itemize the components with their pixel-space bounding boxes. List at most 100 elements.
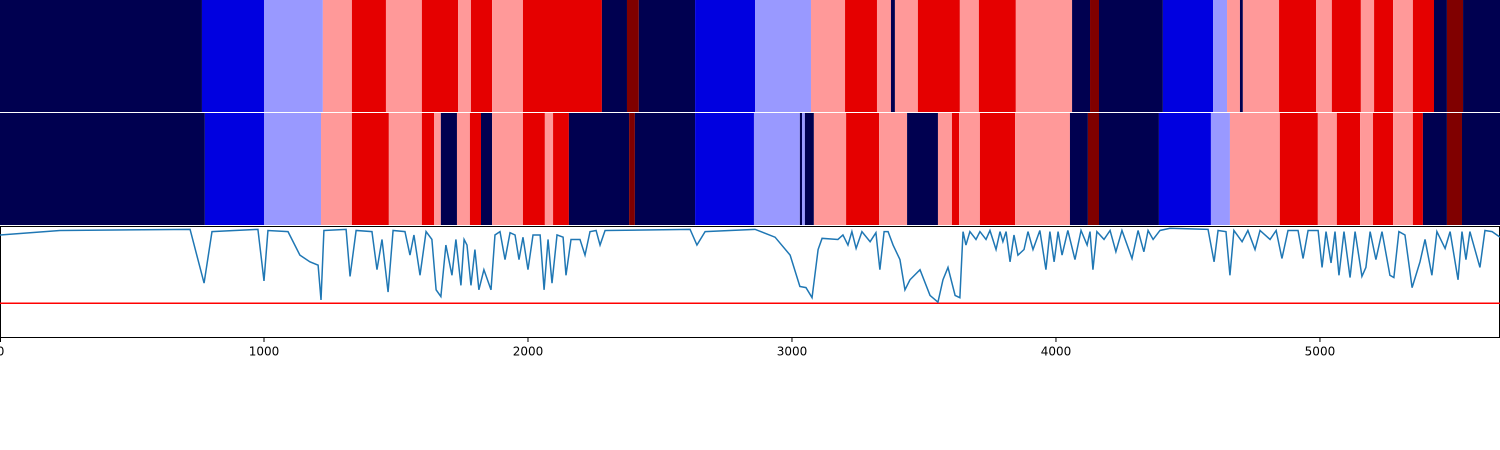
x-tick-label: 0 — [0, 345, 4, 359]
segment — [979, 113, 1016, 225]
segment — [1087, 113, 1099, 225]
segment — [1360, 0, 1375, 112]
segment — [1461, 113, 1500, 225]
segment — [810, 0, 846, 112]
x-tick-label: 4000 — [1041, 345, 1072, 359]
segment — [629, 113, 635, 225]
segment — [522, 113, 545, 225]
segment — [421, 113, 435, 225]
segment — [322, 0, 352, 112]
segment — [1098, 0, 1163, 112]
segment — [1015, 0, 1073, 112]
segment — [263, 113, 322, 225]
segment — [1315, 0, 1332, 112]
x-tick-label: 3000 — [777, 345, 808, 359]
segment — [469, 113, 481, 225]
segment — [804, 113, 814, 225]
segment — [755, 0, 811, 112]
segment — [263, 0, 323, 112]
segment — [492, 0, 523, 112]
segment — [321, 113, 352, 225]
segment — [0, 113, 205, 225]
segment — [1279, 0, 1316, 112]
segment — [1374, 0, 1394, 112]
segment — [1279, 113, 1318, 225]
x-tick-label: 1000 — [249, 345, 280, 359]
segment — [1412, 113, 1423, 225]
segment — [544, 113, 554, 225]
segment — [1434, 0, 1447, 112]
segment — [959, 0, 979, 112]
segment — [753, 113, 800, 225]
segment — [421, 0, 459, 112]
segment — [553, 113, 569, 225]
segment — [802, 113, 805, 225]
segment — [1213, 0, 1228, 112]
segment — [1463, 0, 1500, 112]
segment — [385, 0, 422, 112]
segment — [907, 113, 938, 225]
segment — [470, 0, 493, 112]
segment — [951, 113, 960, 225]
segment — [813, 113, 847, 225]
segment — [440, 113, 457, 225]
segment — [1393, 0, 1413, 112]
segment — [634, 113, 696, 225]
segment — [890, 0, 895, 112]
segment — [601, 0, 627, 112]
segment — [1317, 113, 1337, 225]
segment — [917, 0, 960, 112]
segment — [1069, 113, 1088, 225]
segment — [1412, 0, 1435, 112]
segment — [879, 113, 908, 225]
segment — [522, 0, 602, 112]
segment — [1331, 0, 1361, 112]
segment — [568, 113, 630, 225]
segment — [1229, 113, 1280, 225]
segment — [978, 0, 1016, 112]
segment — [1098, 113, 1159, 225]
segment — [1393, 113, 1413, 225]
x-tick-label: 5000 — [1305, 345, 1336, 359]
segment — [201, 0, 264, 112]
segment — [1239, 0, 1243, 112]
segment — [937, 113, 952, 225]
segment — [1446, 0, 1464, 112]
segment — [1373, 113, 1394, 225]
segment — [1360, 113, 1374, 225]
segment — [638, 0, 696, 112]
segment — [959, 113, 980, 225]
segment — [351, 0, 386, 112]
segment — [799, 113, 803, 225]
segment — [388, 113, 422, 225]
data-line — [0, 227, 1500, 304]
plot-area — [0, 226, 1500, 338]
segment — [492, 113, 523, 225]
segment — [1446, 113, 1462, 225]
segment — [1158, 113, 1211, 225]
segment — [845, 0, 877, 112]
segment — [1422, 113, 1447, 225]
segment — [876, 0, 891, 112]
segment — [1015, 113, 1070, 225]
segment — [1072, 0, 1091, 112]
segment — [695, 113, 754, 225]
segment — [351, 113, 389, 225]
segment — [894, 0, 918, 112]
segment — [1242, 0, 1280, 112]
segment — [204, 113, 264, 225]
segment — [626, 0, 639, 112]
segment — [1162, 0, 1214, 112]
segment — [434, 113, 441, 225]
segment — [695, 0, 756, 112]
segment — [480, 113, 493, 225]
segment — [1090, 0, 1099, 112]
segment — [1210, 113, 1230, 225]
segment — [456, 113, 470, 225]
segment — [458, 0, 471, 112]
segment — [846, 113, 880, 225]
segment — [1227, 0, 1240, 112]
segment — [0, 0, 202, 112]
x-tick-label: 2000 — [513, 345, 544, 359]
